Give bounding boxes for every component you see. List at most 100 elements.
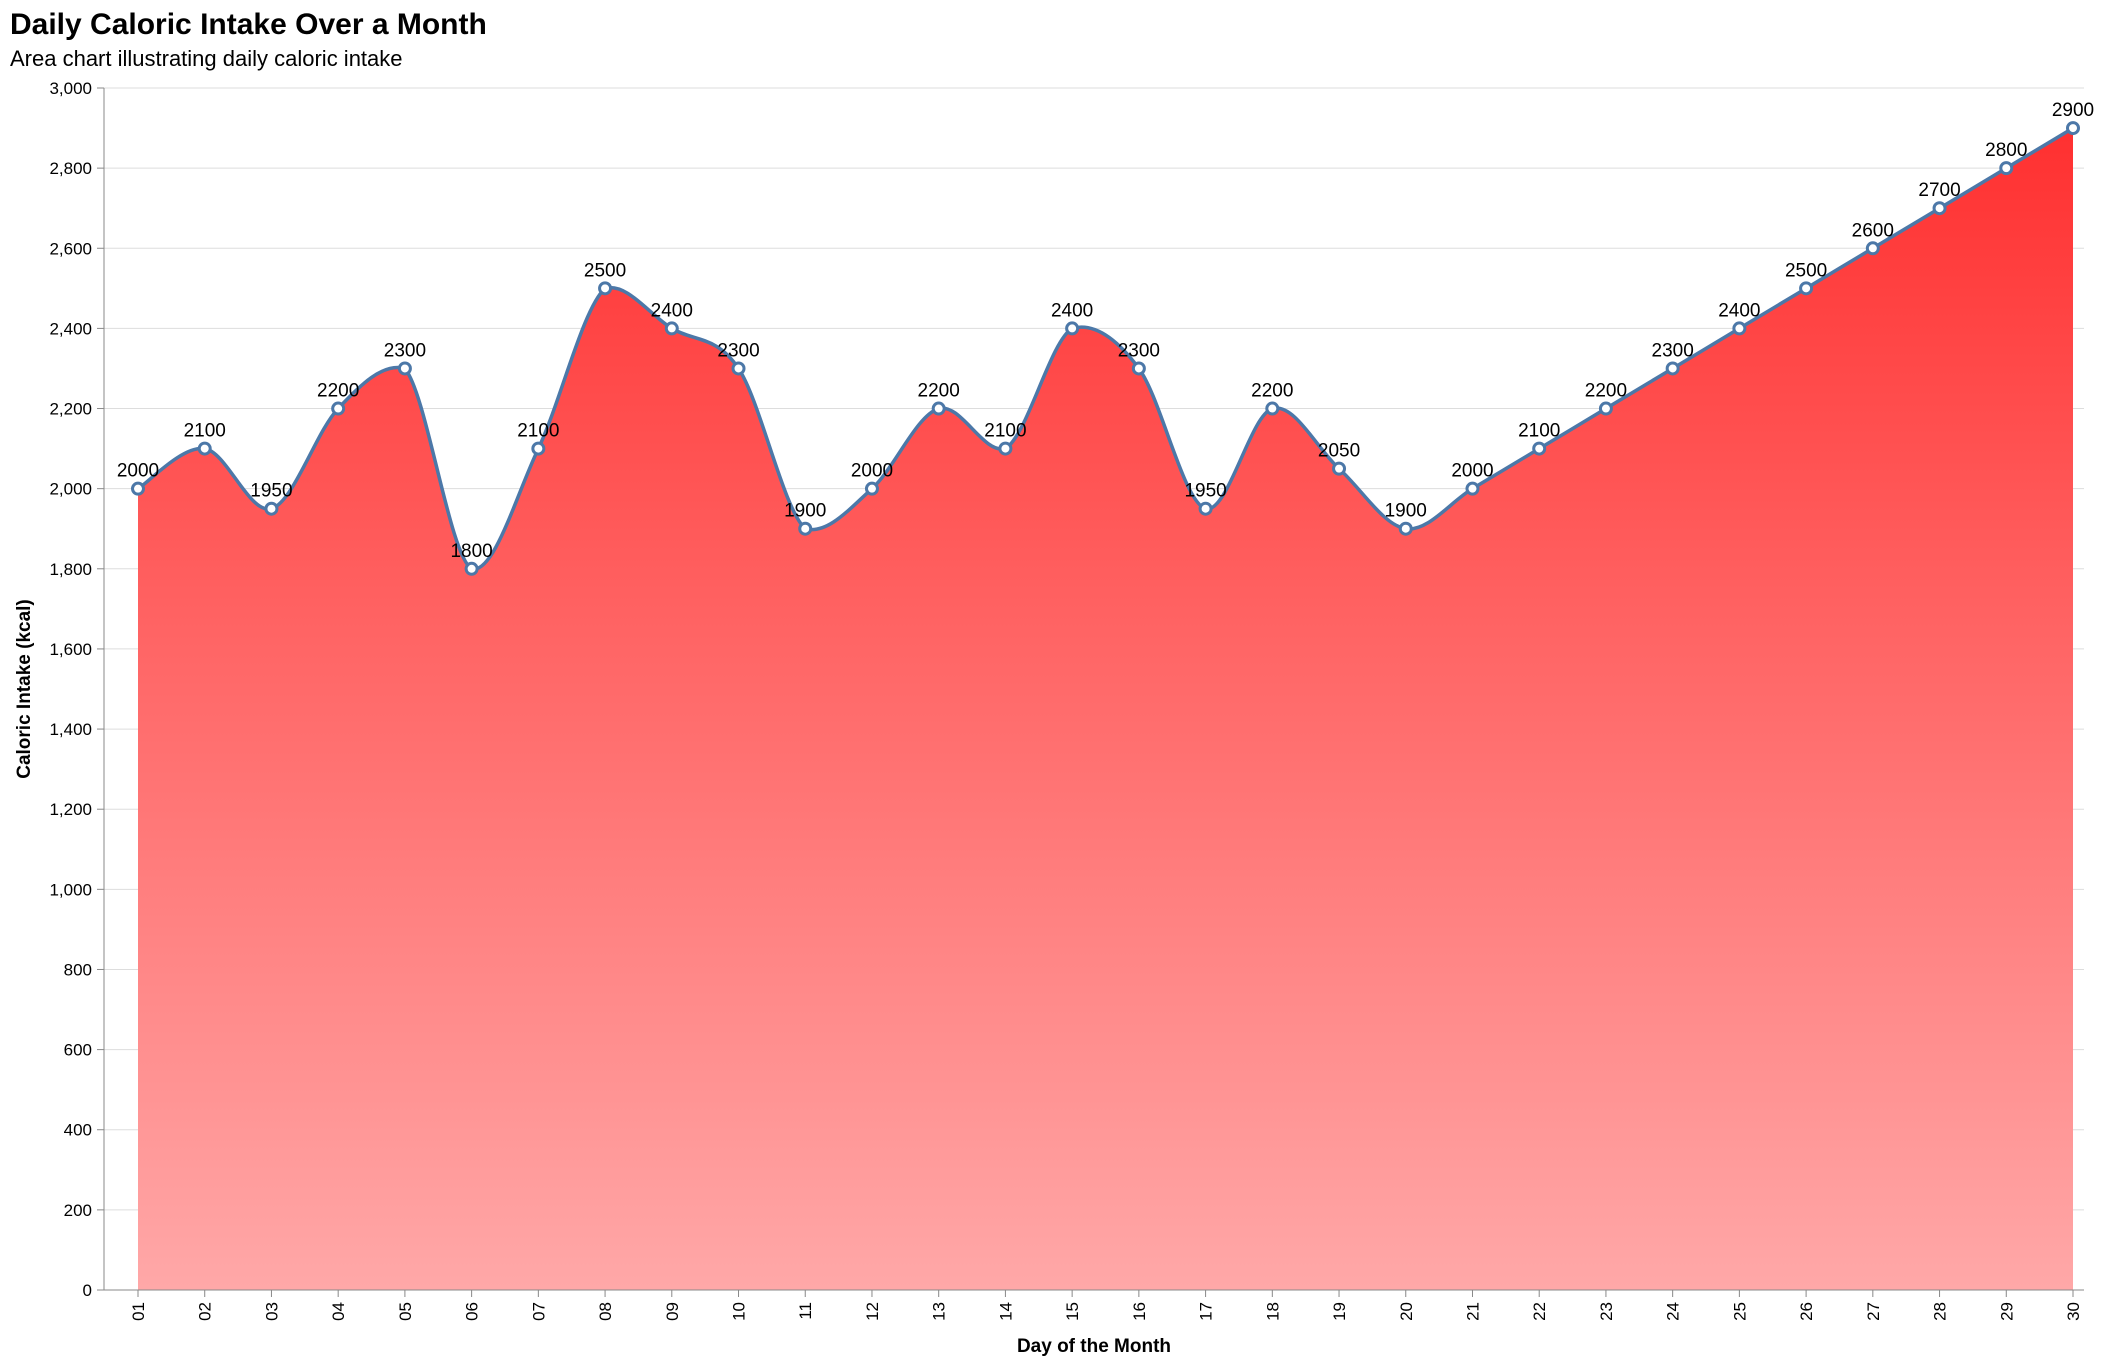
data-point xyxy=(864,481,879,496)
data-point xyxy=(1598,401,1613,416)
data-point xyxy=(731,361,746,376)
data-point xyxy=(1732,321,1747,336)
data-point xyxy=(998,441,1013,456)
data-label: 2050 xyxy=(1318,441,1360,462)
data-label: 1900 xyxy=(1385,501,1427,522)
data-label: 2700 xyxy=(1918,180,1960,201)
y-tick-label: 2,800 xyxy=(49,159,92,178)
data-point xyxy=(598,281,613,296)
y-tick-label: 1,000 xyxy=(49,880,92,899)
data-label: 2600 xyxy=(1852,220,1894,241)
axes: 0 200 400 600 800 1,000 1,200 1,400 1,600 1,800 2,… xyxy=(49,79,2084,1321)
data-point xyxy=(1332,461,1347,476)
x-tick-label: 03 xyxy=(262,1302,281,1321)
data-point xyxy=(397,361,412,376)
y-tick-label: 2,400 xyxy=(49,319,92,338)
data-label: 2000 xyxy=(851,461,893,482)
x-tick-label: 20 xyxy=(1397,1302,1416,1321)
y-tick-label: 1,200 xyxy=(49,800,92,819)
y-axis-title: Caloric Intake (kcal) xyxy=(14,599,35,779)
data-point xyxy=(197,441,212,456)
data-label: 2200 xyxy=(1585,381,1627,402)
data-point xyxy=(1065,321,1080,336)
y-tick-label: 1,800 xyxy=(49,560,92,579)
data-label: 2400 xyxy=(651,300,693,321)
x-tick-label: 13 xyxy=(930,1302,949,1321)
data-label: 2300 xyxy=(1118,340,1160,361)
x-tick-label: 07 xyxy=(529,1302,548,1321)
y-tick-label: 1,600 xyxy=(49,640,92,659)
data-point xyxy=(331,401,346,416)
data-point xyxy=(1532,441,1547,456)
data-point xyxy=(1465,481,1480,496)
data-points xyxy=(131,121,2080,576)
data-label: 2900 xyxy=(2052,100,2094,121)
chart-title: Daily Caloric Intake Over a Month xyxy=(10,8,487,41)
data-label: 2800 xyxy=(1985,140,2027,161)
data-point xyxy=(1265,401,1280,416)
data-point xyxy=(1131,361,1146,376)
data-point xyxy=(1865,241,1880,256)
series-line xyxy=(137,126,2074,571)
y-tick-label: 3,000 xyxy=(49,79,92,98)
data-label: 2200 xyxy=(317,381,359,402)
x-tick-label: 12 xyxy=(863,1302,882,1321)
y-tick-label: 2,200 xyxy=(49,400,92,419)
data-point xyxy=(1799,281,1814,296)
data-label: 2100 xyxy=(184,421,226,442)
data-label: 2300 xyxy=(384,340,426,361)
y-tick-label: 1,400 xyxy=(49,720,92,739)
data-label: 2200 xyxy=(1251,381,1293,402)
x-tick-label: 01 xyxy=(129,1302,148,1321)
data-label: 2500 xyxy=(1785,260,1827,281)
data-point xyxy=(1198,501,1213,516)
data-point xyxy=(664,321,679,336)
data-label: 2400 xyxy=(1718,300,1760,321)
data-label: 1900 xyxy=(784,501,826,522)
x-tick-label: 17 xyxy=(1197,1302,1216,1321)
x-tick-label: 02 xyxy=(196,1302,215,1321)
data-label: 1950 xyxy=(1184,481,1226,502)
x-tick-label: 16 xyxy=(1130,1302,1149,1321)
x-tick-label: 09 xyxy=(663,1302,682,1321)
data-label: 2300 xyxy=(1652,340,1694,361)
x-tick-label: 24 xyxy=(1664,1302,1683,1321)
y-tick-label: 2,600 xyxy=(49,239,92,258)
data-point xyxy=(1398,521,1413,536)
data-label: 2100 xyxy=(1518,421,1560,442)
data-label: 2000 xyxy=(117,461,159,482)
data-label: 1800 xyxy=(450,541,492,562)
x-tick-label: 26 xyxy=(1797,1302,1816,1321)
data-label: 1950 xyxy=(250,481,292,502)
data-point xyxy=(931,401,946,416)
x-tick-label: 19 xyxy=(1330,1302,1349,1321)
y-tick-label: 0 xyxy=(83,1281,92,1300)
data-label: 2100 xyxy=(517,421,559,442)
data-point xyxy=(1932,201,1947,216)
x-tick-label: 11 xyxy=(796,1302,815,1320)
area-layer xyxy=(137,126,2074,1291)
x-tick-label: 06 xyxy=(463,1302,482,1321)
data-point xyxy=(531,441,546,456)
data-label: 2000 xyxy=(1451,461,1493,482)
x-tick-label: 28 xyxy=(1931,1302,1950,1321)
data-point xyxy=(464,561,479,576)
y-tick-label: 600 xyxy=(64,1041,92,1060)
chart-subtitle: Area chart illustrating daily caloric in… xyxy=(10,46,403,71)
x-tick-label: 15 xyxy=(1063,1302,1082,1321)
x-tick-label: 04 xyxy=(329,1302,348,1321)
data-label: 2500 xyxy=(584,260,626,281)
data-point xyxy=(1999,161,2014,176)
x-tick-label: 18 xyxy=(1263,1302,1282,1321)
y-tick-label: 2,000 xyxy=(49,480,92,499)
x-tick-label: 14 xyxy=(996,1302,1015,1321)
data-labels: 2000 2100 1950 2200 2300 1800 2100 2500 2400 2300… xyxy=(117,100,2094,562)
y-tick-label: 400 xyxy=(64,1121,92,1140)
y-tick-label: 200 xyxy=(64,1201,92,1220)
data-label: 2300 xyxy=(717,340,759,361)
data-label: 2200 xyxy=(918,381,960,402)
data-point xyxy=(1665,361,1680,376)
x-tick-label: 30 xyxy=(2064,1302,2083,1321)
data-label: 2100 xyxy=(984,421,1026,442)
x-tick-label: 22 xyxy=(1530,1302,1549,1321)
